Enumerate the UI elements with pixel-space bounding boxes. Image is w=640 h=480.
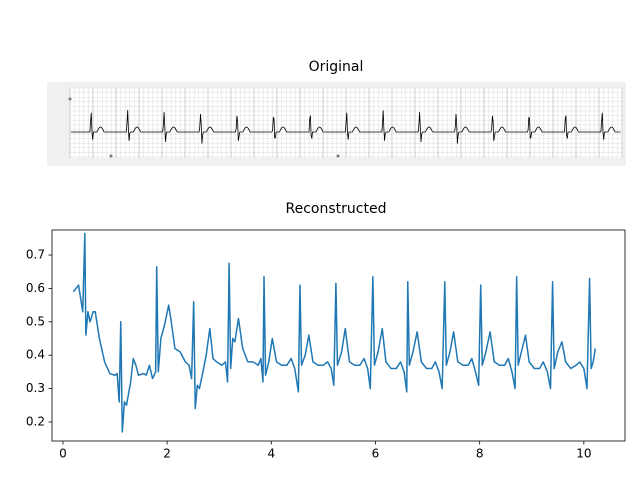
data-line (72, 232, 597, 433)
marker-dot (336, 154, 340, 158)
y-tick-label: 0.5 (26, 314, 45, 328)
x-tick-label: 6 (372, 447, 380, 461)
marker-dot (68, 97, 72, 101)
y-tick-label: 0.3 (26, 381, 45, 395)
panel-title: Original (309, 59, 364, 75)
y-tick-label: 0.4 (26, 348, 45, 362)
x-tick-label: 10 (576, 447, 591, 461)
x-tick-label: 8 (476, 447, 484, 461)
ecg-trace (71, 109, 621, 144)
axes-frame (51, 229, 626, 442)
y-tick-label: 0.6 (26, 281, 45, 295)
x-tick-label: 2 (163, 447, 171, 461)
marker-dot (109, 154, 113, 158)
y-tick-label: 0.2 (26, 414, 45, 428)
chart-title: Reconstructed (286, 201, 387, 217)
x-tick-label: 0 (59, 447, 67, 461)
x-tick-label: 4 (267, 447, 275, 461)
y-tick-label: 0.7 (26, 248, 45, 262)
